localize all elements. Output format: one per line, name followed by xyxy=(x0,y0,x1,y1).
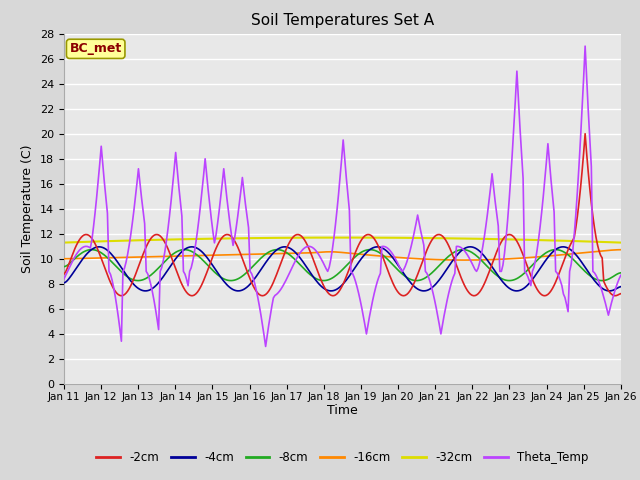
Title: Soil Temperatures Set A: Soil Temperatures Set A xyxy=(251,13,434,28)
Y-axis label: Soil Temperature (C): Soil Temperature (C) xyxy=(22,144,35,273)
Text: BC_met: BC_met xyxy=(70,42,122,55)
Legend: -2cm, -4cm, -8cm, -16cm, -32cm, Theta_Temp: -2cm, -4cm, -8cm, -16cm, -32cm, Theta_Te… xyxy=(92,447,593,469)
X-axis label: Time: Time xyxy=(327,405,358,418)
